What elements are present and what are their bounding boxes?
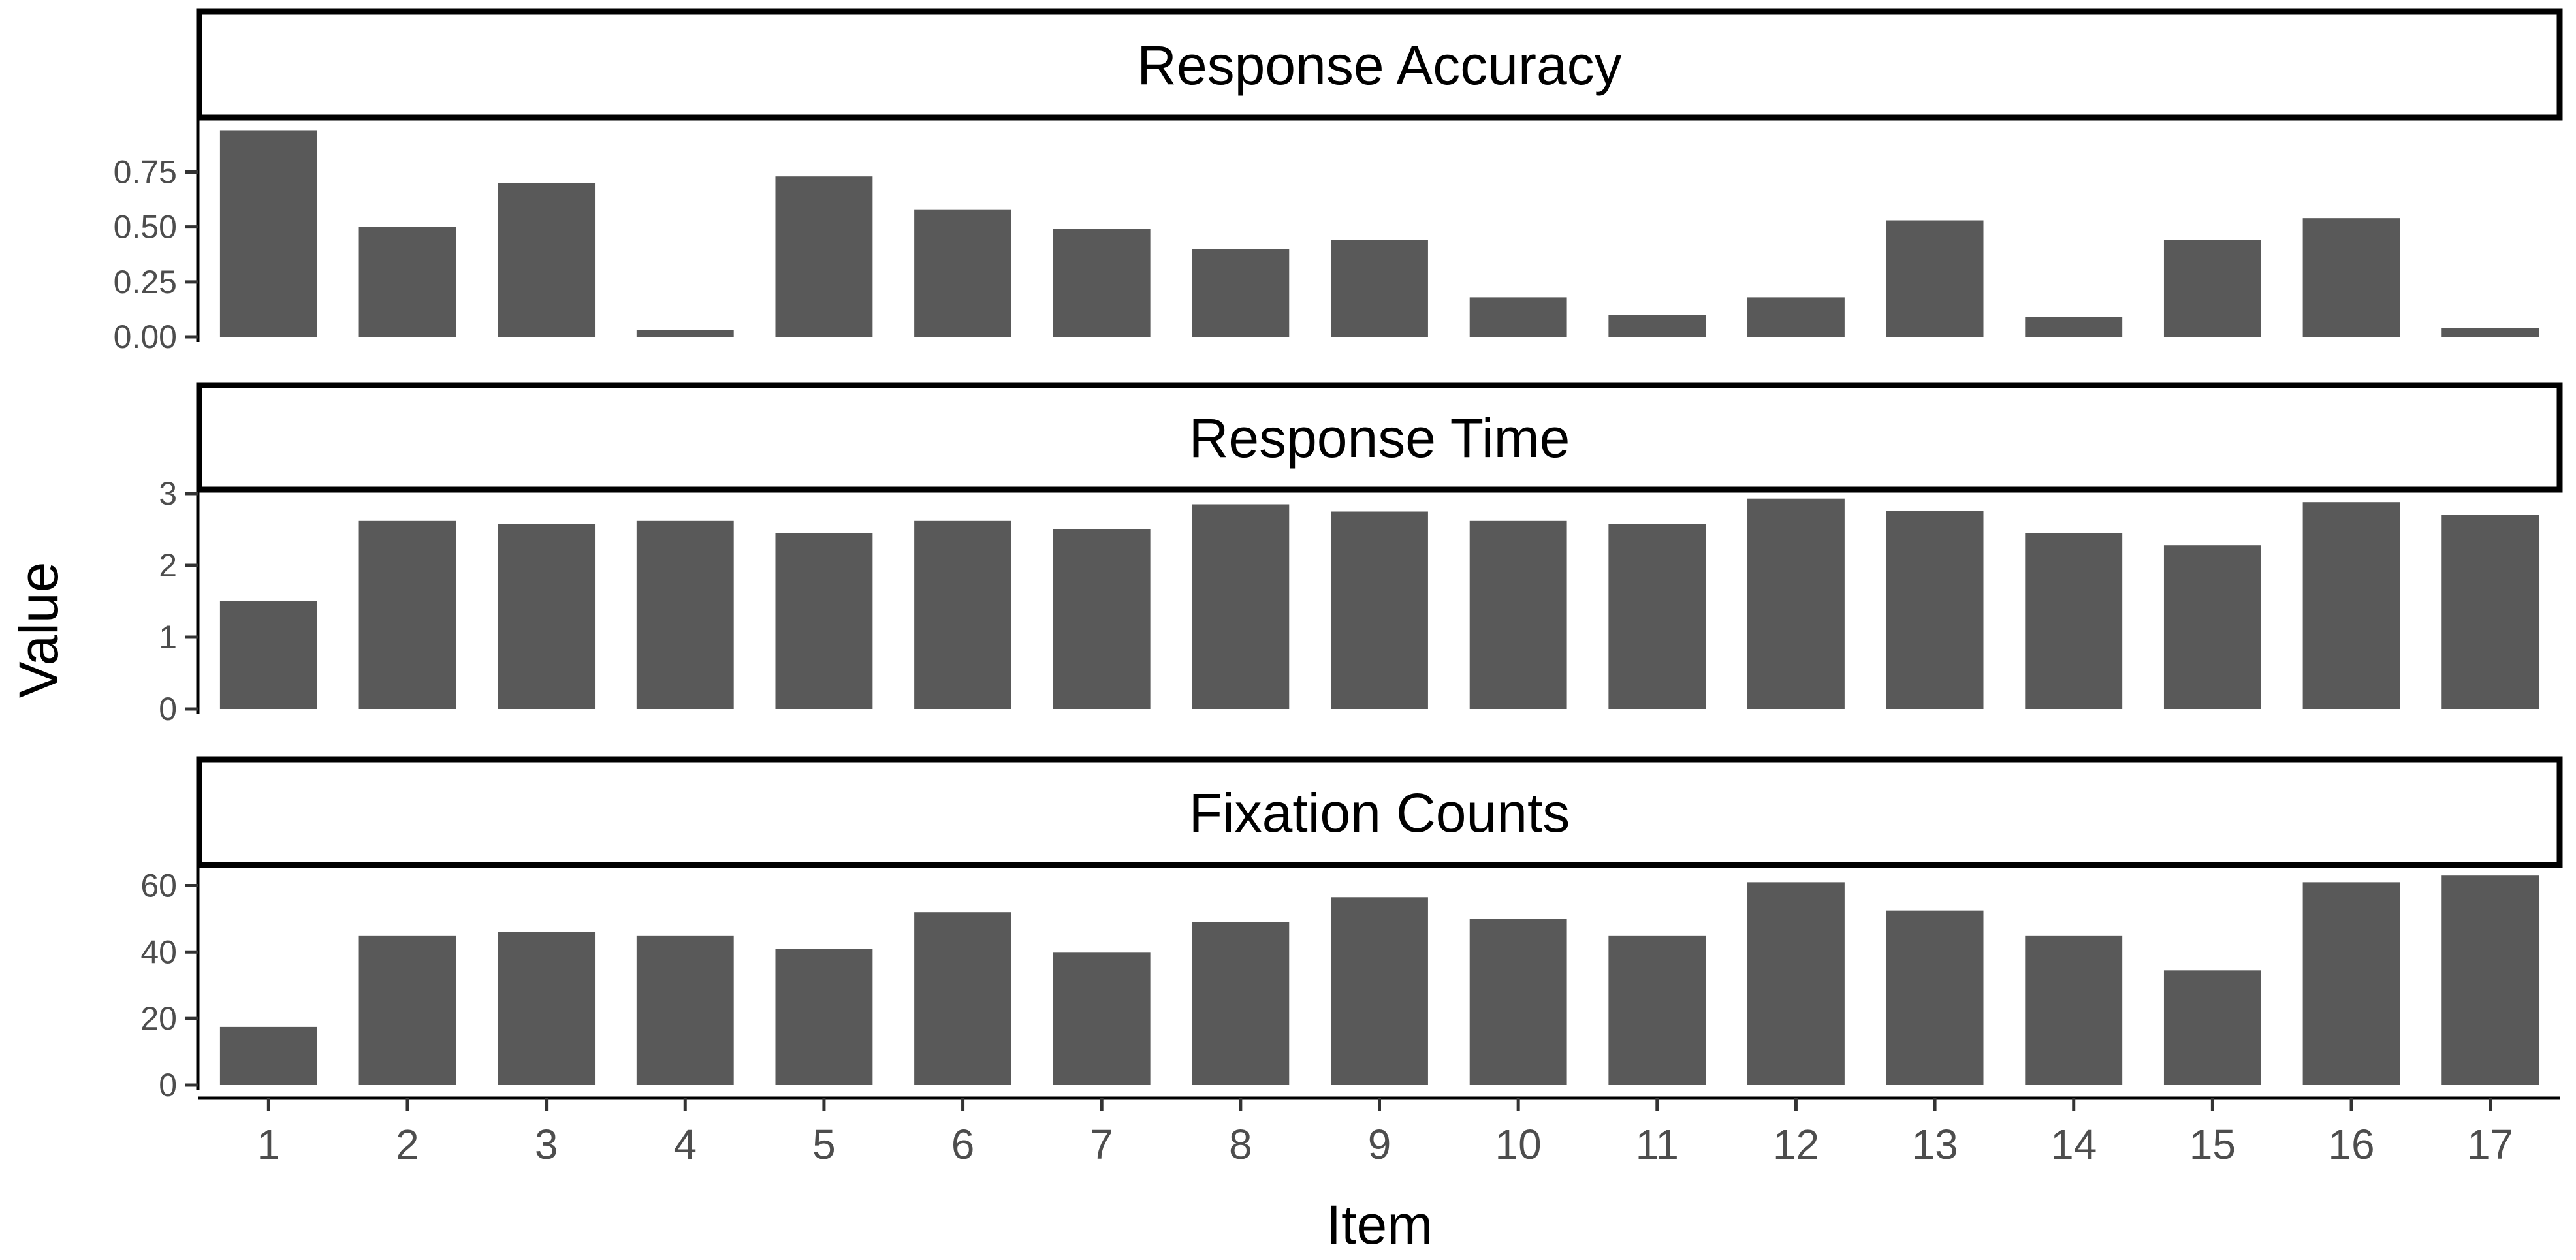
y-tick-label: 0.25 xyxy=(114,264,177,300)
x-tick-label: 16 xyxy=(2328,1121,2374,1168)
facet-strip xyxy=(196,382,2563,493)
x-axis-title: Item xyxy=(1326,1194,1433,1255)
bar xyxy=(2025,317,2123,337)
bar xyxy=(1886,910,1984,1085)
bar xyxy=(358,520,456,709)
x-tick-label: 1 xyxy=(257,1121,281,1168)
x-tick-label: 12 xyxy=(1773,1121,1819,1168)
y-tick-label: 0.50 xyxy=(114,209,177,245)
bar xyxy=(914,209,1011,337)
bar xyxy=(1053,229,1151,337)
bar xyxy=(498,932,596,1085)
y-tick-label: 3 xyxy=(159,475,177,512)
x-tick-label: 2 xyxy=(396,1121,419,1168)
bar xyxy=(1886,220,1984,337)
x-tick-label: 5 xyxy=(812,1121,836,1168)
bar xyxy=(636,330,734,337)
bar xyxy=(2163,545,2261,709)
bar xyxy=(498,524,596,709)
bar xyxy=(1469,520,1567,709)
bar xyxy=(1747,882,1845,1085)
bar xyxy=(1192,922,1290,1085)
bar xyxy=(1608,524,1706,709)
facet-strip xyxy=(196,756,2563,868)
bar xyxy=(775,533,873,709)
bar xyxy=(1747,297,1845,337)
bar xyxy=(1608,935,1706,1085)
x-tick-label: 3 xyxy=(535,1121,558,1168)
y-tick-label: 20 xyxy=(140,1000,177,1037)
y-tick-label: 0.75 xyxy=(114,153,177,190)
bar xyxy=(2302,882,2400,1085)
bar xyxy=(2163,240,2261,337)
bar xyxy=(219,601,317,709)
bar xyxy=(2441,328,2539,337)
bar xyxy=(2441,515,2539,709)
bar xyxy=(914,520,1011,709)
bar xyxy=(1469,297,1567,337)
bar xyxy=(2302,502,2400,709)
facet-strip xyxy=(196,8,2563,121)
bar xyxy=(1331,511,1428,709)
bar xyxy=(775,949,873,1085)
bar xyxy=(219,130,317,337)
x-tick-label: 4 xyxy=(673,1121,697,1168)
x-tick-label: 17 xyxy=(2467,1121,2513,1168)
bar xyxy=(636,935,734,1085)
x-tick-label: 11 xyxy=(1636,1121,1679,1168)
bar xyxy=(498,183,596,337)
x-tick-label: 14 xyxy=(2050,1121,2097,1168)
facet-0: Response Accuracy 0.00 0.25 0.50 0.75 xyxy=(114,8,2563,355)
x-tick-label: 10 xyxy=(1495,1121,1542,1168)
bar xyxy=(1469,919,1567,1085)
x-tick-label: 15 xyxy=(2189,1121,2236,1168)
bar xyxy=(358,227,456,337)
bar xyxy=(1192,249,1290,337)
y-tick-label: 0.00 xyxy=(114,319,177,355)
bar xyxy=(1331,240,1428,337)
facet-1: Response Time 0 1 2 3 xyxy=(159,382,2563,727)
x-tick-label: 7 xyxy=(1090,1121,1113,1168)
facet-panels: Response Accuracy0.000.250.500.75Respons… xyxy=(114,8,2563,1168)
y-tick-label: 60 xyxy=(140,867,177,904)
bar xyxy=(636,520,734,709)
bar xyxy=(2441,875,2539,1085)
bar xyxy=(2025,533,2123,709)
bar xyxy=(219,1026,317,1085)
bar xyxy=(1053,529,1151,709)
y-tick-label: 40 xyxy=(140,934,177,970)
facet-title: Response Accuracy xyxy=(1137,35,1621,96)
bar xyxy=(1053,952,1151,1085)
bar xyxy=(914,912,1011,1085)
y-tick-label: 0 xyxy=(159,1067,177,1103)
bar xyxy=(1192,504,1290,709)
facet-title: Response Time xyxy=(1189,407,1570,469)
facet-title: Fixation Counts xyxy=(1189,782,1570,843)
bar xyxy=(2302,218,2400,337)
y-tick-label: 0 xyxy=(159,691,177,727)
bar xyxy=(1747,498,1845,709)
bar xyxy=(2163,970,2261,1085)
bar xyxy=(358,935,456,1085)
bar xyxy=(1886,511,1984,709)
bar xyxy=(775,176,873,337)
bar xyxy=(1608,315,1706,337)
x-tick-label: 6 xyxy=(951,1121,975,1168)
x-tick-label: 13 xyxy=(1911,1121,1958,1168)
bar xyxy=(2025,935,2123,1085)
y-axis-title: Value xyxy=(8,562,69,699)
x-tick-label: 9 xyxy=(1368,1121,1391,1168)
y-tick-label: 2 xyxy=(159,547,177,584)
y-tick-label: 1 xyxy=(159,619,177,655)
bar xyxy=(1331,897,1428,1085)
x-tick-label: 8 xyxy=(1229,1121,1252,1168)
